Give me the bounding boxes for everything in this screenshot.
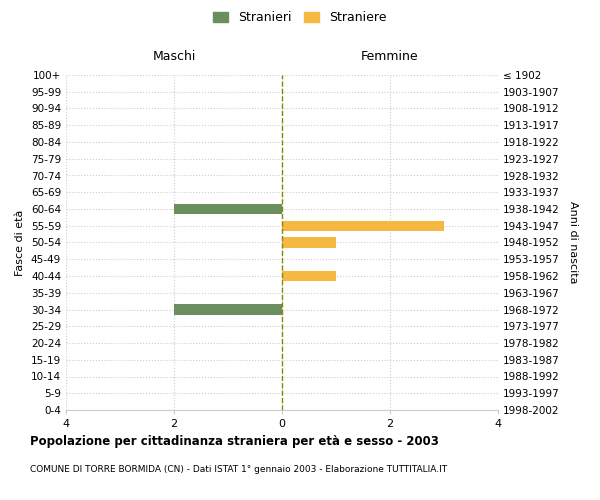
Bar: [174, 204, 282, 214]
Text: COMUNE DI TORRE BORMIDA (CN) - Dati ISTAT 1° gennaio 2003 - Elaborazione TUTTITA: COMUNE DI TORRE BORMIDA (CN) - Dati ISTA…: [30, 465, 447, 474]
Text: Popolazione per cittadinanza straniera per età e sesso - 2003: Popolazione per cittadinanza straniera p…: [30, 435, 439, 448]
Text: Maschi: Maschi: [152, 50, 196, 64]
Legend: Stranieri, Straniere: Stranieri, Straniere: [208, 6, 392, 29]
Y-axis label: Fasce di età: Fasce di età: [16, 210, 25, 276]
Text: Femmine: Femmine: [361, 50, 419, 64]
Y-axis label: Anni di nascita: Anni di nascita: [568, 201, 578, 284]
Bar: [174, 304, 282, 314]
Bar: [282, 238, 336, 248]
Bar: [282, 220, 444, 231]
Bar: [282, 271, 336, 281]
